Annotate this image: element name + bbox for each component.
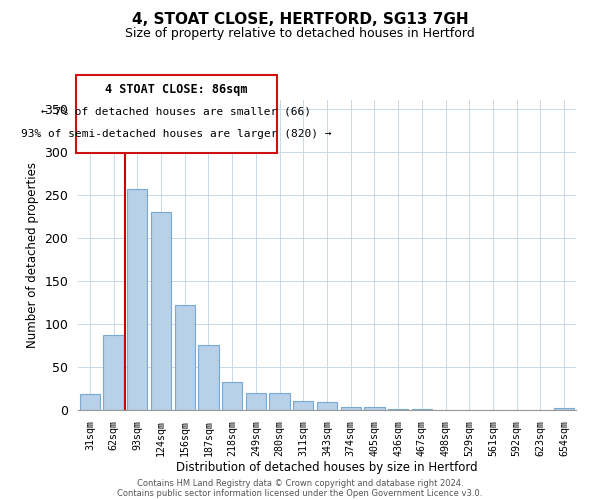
Bar — [364, 406, 385, 410]
Text: Contains public sector information licensed under the Open Government Licence v3: Contains public sector information licen… — [118, 488, 482, 498]
Text: 4, STOAT CLOSE, HERTFORD, SG13 7GH: 4, STOAT CLOSE, HERTFORD, SG13 7GH — [131, 12, 469, 28]
Text: 93% of semi-detached houses are larger (820) →: 93% of semi-detached houses are larger (… — [21, 130, 332, 140]
Bar — [293, 400, 313, 410]
Bar — [151, 212, 171, 410]
Bar — [388, 409, 408, 410]
Bar — [175, 305, 195, 410]
Bar — [199, 344, 218, 410]
Text: ← 7% of detached houses are smaller (66): ← 7% of detached houses are smaller (66) — [41, 106, 311, 116]
Bar — [341, 406, 361, 410]
Y-axis label: Number of detached properties: Number of detached properties — [26, 162, 39, 348]
Bar — [246, 393, 266, 410]
Bar — [103, 335, 124, 410]
Text: Contains HM Land Registry data © Crown copyright and database right 2024.: Contains HM Land Registry data © Crown c… — [137, 478, 463, 488]
FancyBboxPatch shape — [76, 75, 277, 152]
Bar — [412, 409, 432, 410]
Bar — [554, 408, 574, 410]
X-axis label: Distribution of detached houses by size in Hertford: Distribution of detached houses by size … — [176, 462, 478, 474]
Bar — [80, 394, 100, 410]
Text: 4 STOAT CLOSE: 86sqm: 4 STOAT CLOSE: 86sqm — [105, 83, 248, 96]
Bar — [317, 402, 337, 410]
Bar — [269, 393, 290, 410]
Bar — [127, 188, 148, 410]
Bar — [222, 382, 242, 410]
Text: Size of property relative to detached houses in Hertford: Size of property relative to detached ho… — [125, 28, 475, 40]
